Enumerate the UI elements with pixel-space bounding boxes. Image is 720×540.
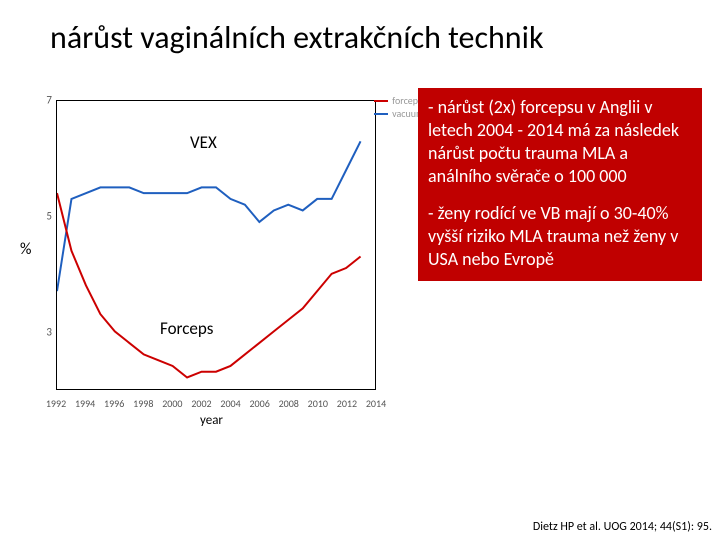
y-tick: 3 [46, 326, 52, 339]
info-item: - ženy rodící ve VB mají o 30-40% vyšší … [428, 202, 692, 271]
forceps-label: Forceps [160, 318, 213, 339]
x-tick: 2006 [249, 397, 269, 410]
y-axis-label: % [20, 240, 31, 259]
x-tick: 2014 [366, 397, 386, 410]
x-tick: 2010 [308, 397, 328, 410]
forceps-series-line [57, 193, 361, 377]
x-tick: 1992 [46, 397, 66, 410]
x-tick: 2000 [162, 397, 182, 410]
x-tick: 1996 [104, 397, 124, 410]
legend-swatch [374, 100, 388, 102]
y-tick: 5 [46, 210, 52, 223]
legend-item-vacuum: vacuum [374, 107, 424, 120]
x-tick: 1994 [75, 397, 95, 410]
chart-container: % 3 5 7 1992 1994 1996 1998 2000 2002 2004 2006… [20, 90, 400, 430]
x-tick: 2004 [220, 397, 240, 410]
x-tick: 2012 [337, 397, 357, 410]
y-tick: 7 [46, 94, 52, 107]
info-box: - nárůst (2x) forcepsu v Anglii v letech… [418, 88, 702, 281]
x-axis-label: year [200, 413, 223, 428]
citation-text: Dietz HP et al. UOG 2014; 44(S1): 95. [533, 520, 712, 534]
x-tick: 2002 [191, 397, 211, 410]
page-title: nárůst vaginálních extrakčních technik [50, 18, 544, 57]
chart-legend: forceps vacuum [374, 94, 424, 120]
legend-item-forceps: forceps [374, 94, 424, 107]
info-item: - nárůst (2x) forcepsu v Anglii v letech… [428, 96, 692, 188]
x-tick: 2008 [279, 397, 299, 410]
vex-label: VEX [190, 132, 217, 153]
vex-series-line [57, 141, 361, 291]
x-tick: 1998 [133, 397, 153, 410]
legend-swatch [374, 113, 388, 115]
